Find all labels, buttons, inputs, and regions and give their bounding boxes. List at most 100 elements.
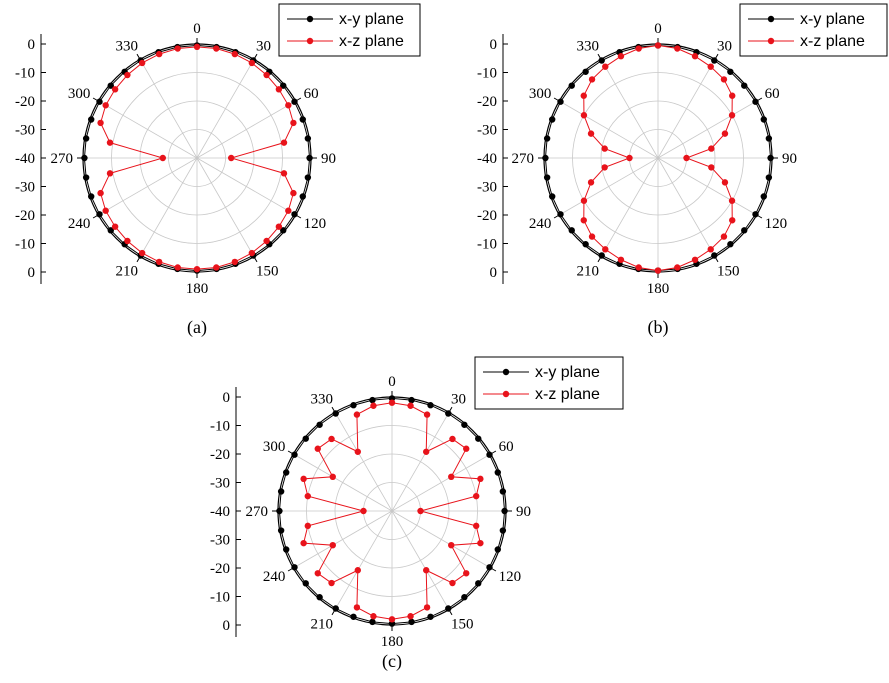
series-point-1 xyxy=(275,86,283,93)
series-point-0 xyxy=(543,135,551,142)
angle-tick-label: 210 xyxy=(311,617,334,633)
series-point-0 xyxy=(304,174,312,181)
series-point-1 xyxy=(138,59,146,67)
series-point-0 xyxy=(767,154,774,162)
series-point-1 xyxy=(360,507,367,515)
series-point-1 xyxy=(617,53,625,60)
grid-spoke xyxy=(391,412,450,512)
series-point-1 xyxy=(626,154,633,162)
series-point-0 xyxy=(741,227,748,234)
grid-spoke xyxy=(196,157,296,216)
series-point-1 xyxy=(329,473,336,480)
series-point-0 xyxy=(408,396,415,404)
angle-tick-label: 210 xyxy=(577,264,600,280)
grid-spoke xyxy=(559,157,659,216)
angle-tick-label: 0 xyxy=(193,21,201,37)
series-point-0 xyxy=(299,116,306,123)
series-point-0 xyxy=(461,594,468,601)
series-point-0 xyxy=(350,402,357,409)
series-point-1 xyxy=(721,130,729,137)
series-point-1 xyxy=(729,217,736,224)
series-point-1 xyxy=(285,102,292,109)
angle-tick-label: 90 xyxy=(516,504,531,520)
series-point-1 xyxy=(174,264,181,271)
grid-spoke xyxy=(391,510,491,569)
series-point-1 xyxy=(159,154,166,162)
radial-tick-label: 0 xyxy=(490,37,498,53)
series-point-1 xyxy=(417,507,424,515)
series-point-0 xyxy=(299,193,306,200)
series-point-0 xyxy=(291,564,298,571)
radial-tick-label: -40 xyxy=(15,151,35,167)
grid-spoke xyxy=(139,59,198,159)
series-point-0 xyxy=(499,488,507,495)
radial-tick-label: -20 xyxy=(477,94,497,110)
series-point-1 xyxy=(353,604,361,611)
grid-spoke xyxy=(391,453,491,512)
series-point-0 xyxy=(445,605,452,612)
legend: x-y plane x-z plane xyxy=(474,356,624,410)
polar-chart-0: 0 30 60 90 120 150 180 210 240 270 300 330 0 -10 -20 -3… xyxy=(15,3,421,338)
series-point-0 xyxy=(369,396,376,404)
series-point-1 xyxy=(635,45,642,52)
series-point-0 xyxy=(81,154,88,162)
radial-tick-label: -10 xyxy=(15,237,35,253)
series-point-1 xyxy=(388,399,396,406)
series-point-0 xyxy=(501,507,508,515)
series-point-1 xyxy=(602,246,609,253)
grid-spoke xyxy=(196,157,255,257)
radial-tick-label: -20 xyxy=(477,208,497,224)
series-point-1 xyxy=(354,567,361,574)
angle-tick-label: 60 xyxy=(765,86,780,102)
series-point-1 xyxy=(328,579,335,587)
series-point-0 xyxy=(304,135,312,142)
series-point-1 xyxy=(708,145,715,152)
series-point-1 xyxy=(720,233,728,240)
angle-tick-label: 30 xyxy=(717,38,732,54)
series-point-1 xyxy=(423,411,431,418)
series-point-1 xyxy=(449,435,456,443)
series-point-1 xyxy=(463,570,470,577)
legend-box xyxy=(739,3,888,57)
series-point-1 xyxy=(587,179,595,186)
series-point-1 xyxy=(635,264,642,271)
radial-tick-label: -20 xyxy=(15,94,35,110)
legend-swatch-marker xyxy=(502,368,510,376)
series-point-1 xyxy=(683,154,690,162)
angle-tick-label: 330 xyxy=(116,38,139,54)
series-point-0 xyxy=(88,193,95,200)
radial-tick-label: -10 xyxy=(210,590,230,606)
grid-spoke xyxy=(657,157,716,257)
series-point-0 xyxy=(88,116,95,123)
radial-tick-label: 0 xyxy=(490,265,498,281)
series-point-0 xyxy=(82,174,90,181)
series-point-0 xyxy=(445,410,452,417)
series-point-1 xyxy=(155,258,163,266)
series-point-0 xyxy=(741,82,748,89)
series-point-0 xyxy=(302,580,309,587)
series-point-1 xyxy=(263,237,270,245)
grid-spoke xyxy=(196,100,296,159)
grid-spoke xyxy=(559,100,659,159)
series-point-1 xyxy=(728,197,736,204)
grid-spoke xyxy=(334,412,393,512)
series-point-1 xyxy=(280,139,288,146)
series-point-0 xyxy=(598,57,605,64)
series-point-1 xyxy=(263,71,270,79)
series-point-0 xyxy=(332,410,339,417)
angle-tick-label: 180 xyxy=(186,281,209,297)
panel-label: (a) xyxy=(187,317,207,338)
series-point-1 xyxy=(708,164,715,171)
angle-tick-label: 60 xyxy=(499,439,514,455)
series-point-1 xyxy=(304,492,311,500)
series-point-0 xyxy=(280,82,287,89)
angle-tick-label: 180 xyxy=(647,281,670,297)
angle-tick-label: 90 xyxy=(782,151,797,167)
panel-label: (c) xyxy=(382,651,402,672)
radial-tick-label: -30 xyxy=(210,533,230,549)
radial-tick-label: -30 xyxy=(210,476,230,492)
series-point-0 xyxy=(760,193,767,200)
legend-swatch-marker xyxy=(306,37,314,45)
radial-tick-label: -10 xyxy=(477,237,497,253)
angle-tick-label: 0 xyxy=(388,374,396,390)
